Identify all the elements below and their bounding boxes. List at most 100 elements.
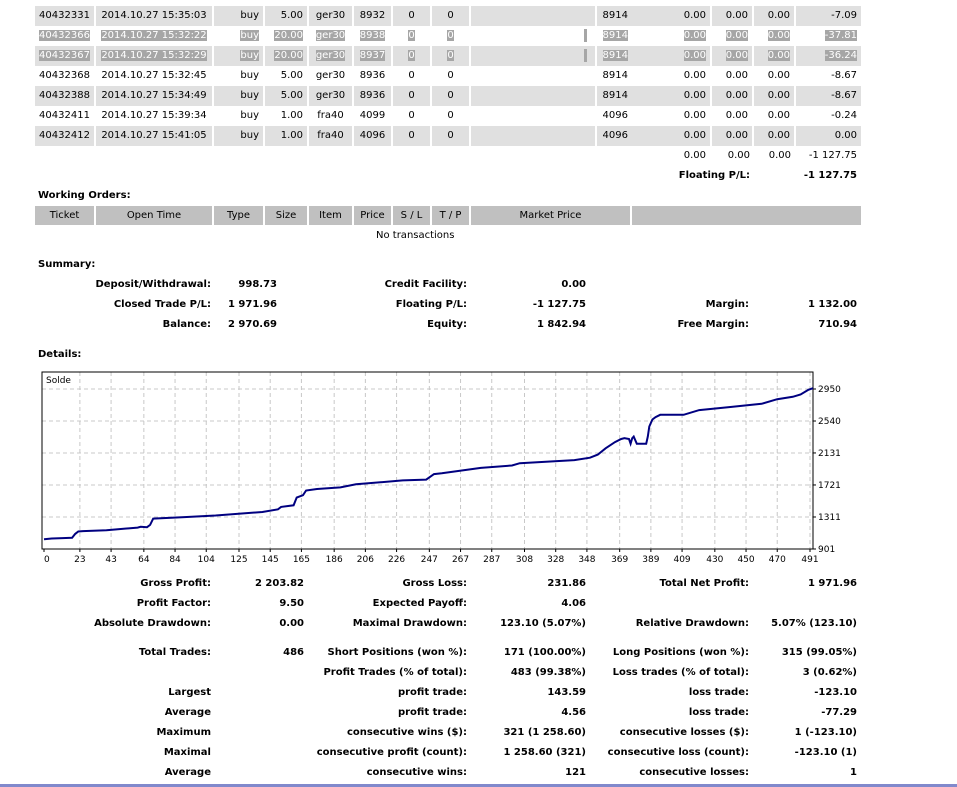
- price-cell: 4096: [354, 126, 391, 146]
- column-header-market-price: Market Price: [471, 206, 630, 225]
- sl-cell: 0: [393, 6, 430, 26]
- tp-text: 0: [447, 90, 454, 101]
- sl-cell: 0: [393, 66, 430, 86]
- commission-cell: 0.00: [632, 26, 710, 46]
- stat-value-4-2: 171 (100.00%): [503, 647, 586, 658]
- x-tick-label: 104: [198, 555, 215, 565]
- stat-label-5-2: Profit Trades (% of total):: [323, 667, 467, 678]
- item-text: ger30: [315, 90, 346, 101]
- profit-cell: -8.67: [796, 86, 861, 106]
- summary-title: Summary:: [38, 259, 96, 270]
- price-text: 8937: [359, 50, 386, 61]
- y-tick-label: 2950: [818, 385, 841, 395]
- stat-label-10-2: consecutive wins:: [366, 767, 467, 778]
- market-price-cell: 8914: [597, 46, 632, 66]
- taxes-cell: 0.00: [712, 26, 752, 46]
- ticket-text: 40432412: [39, 130, 90, 141]
- sl-text: 0: [408, 70, 415, 81]
- stat-value-3-1: 0.00: [279, 618, 304, 629]
- table-row[interactable]: 40432412 2014.10.27 15:41:05 buy 1.00 fra40 4…: [0, 126, 957, 146]
- spacer-cell: [471, 106, 595, 126]
- ticket-cell: 40432388: [35, 86, 94, 106]
- stat-label-2-2: Expected Payoff:: [372, 598, 467, 609]
- table-row[interactable]: 40432411 2014.10.27 15:39:34 buy 1.00 fra40 4…: [0, 106, 957, 126]
- open-time-text: 2014.10.27 15:32:45: [101, 70, 207, 81]
- sl-text: 0: [408, 90, 415, 101]
- open-time-cell: 2014.10.27 15:41:05: [96, 126, 212, 146]
- size-cell: 5.00: [265, 66, 307, 86]
- balance-chart: Solde 0 23 43 64 84 104 125 145 165 186 206 226 247 2…: [41, 371, 841, 565]
- stat-value-5-3: 3 (0.62%): [802, 667, 857, 678]
- credit-value: 0.00: [561, 279, 586, 290]
- taxes-cell: 0.00: [712, 66, 752, 86]
- table-row[interactable]: 40432366 2014.10.27 15:32:22 buy 20.00 ger30…: [0, 26, 957, 46]
- x-tick-label: 430: [706, 555, 723, 565]
- type-text: buy: [240, 130, 259, 141]
- tp-cell: 0: [432, 86, 469, 106]
- taxes-cell: 0.00: [712, 6, 752, 26]
- table-row[interactable]: 40432388 2014.10.27 15:34:49 buy 5.00 ger30 8…: [0, 86, 957, 106]
- price-cell: 8938: [354, 26, 391, 46]
- x-tick-label: 23: [74, 555, 85, 565]
- tp-cell: 0: [432, 26, 469, 46]
- table-row[interactable]: 40432331 2014.10.27 15:35:03 buy 5.00 ger30 8…: [0, 6, 957, 26]
- ticket-text: 40432331: [39, 10, 90, 21]
- stat-label-5-3: Loss trades (% of total):: [612, 667, 749, 678]
- market-price-cell: 8914: [597, 6, 632, 26]
- x-tick-label: 450: [737, 555, 754, 565]
- profit-text: -37.81: [824, 30, 857, 41]
- item-cell: ger30: [309, 86, 352, 106]
- stat-label-7-3: loss trade:: [688, 707, 749, 718]
- stat-label-6-1: Largest: [168, 687, 211, 698]
- stat-value-7-3: -77.29: [821, 707, 857, 718]
- price-cell: 8936: [354, 86, 391, 106]
- y-tick-label: 2540: [818, 417, 841, 427]
- spacer-cell: [471, 26, 595, 46]
- stat-label-4-2: Short Positions (won %):: [327, 647, 467, 658]
- stat-label-6-2: profit trade:: [397, 687, 467, 698]
- stat-label-8-2: consecutive wins ($):: [346, 727, 467, 738]
- market-price-text: 8914: [602, 30, 628, 41]
- stat-value-6-3: -123.10: [814, 687, 857, 698]
- x-tick-label: 389: [642, 555, 659, 565]
- commission-text: 0.00: [683, 130, 706, 141]
- chart-title: Solde: [46, 376, 71, 386]
- sl-cell: 0: [393, 26, 430, 46]
- table-row[interactable]: 40432368 2014.10.27 15:32:45 buy 5.00 ger30 8…: [0, 66, 957, 86]
- sl-text: 0: [408, 110, 415, 121]
- open-time-text: 2014.10.27 15:41:05: [101, 130, 207, 141]
- stat-value-8-3: 1 (-123.10): [794, 727, 857, 738]
- stat-label-2-1: Profit Factor:: [136, 598, 211, 609]
- size-text: 20.00: [274, 30, 303, 41]
- type-text: buy: [240, 70, 259, 81]
- x-tick-label: 470: [769, 555, 786, 565]
- profit-text: 0.00: [834, 130, 857, 141]
- column-header-open-time: Open Time: [96, 206, 212, 225]
- total-taxes: 0.00: [727, 150, 750, 161]
- tp-text: 0: [447, 10, 454, 21]
- taxes-text: 0.00: [725, 90, 748, 101]
- sl-cell: 0: [393, 86, 430, 106]
- no-transactions-text: No transactions: [376, 230, 455, 241]
- taxes-text: 0.00: [725, 30, 748, 41]
- price-cell: 8937: [354, 46, 391, 66]
- sl-cell: 0: [393, 46, 430, 66]
- type-text: buy: [240, 10, 259, 21]
- stat-value-7-2: 4.56: [561, 707, 586, 718]
- item-cell: ger30: [309, 46, 352, 66]
- balance-value: 2 970.69: [227, 319, 277, 330]
- swap-text: 0.00: [767, 90, 790, 101]
- stat-value-10-3: 1: [850, 767, 857, 778]
- ticket-text: 40432366: [39, 30, 90, 41]
- table-row[interactable]: 40432367 2014.10.27 15:32:29 buy 20.00 ger30…: [0, 46, 957, 66]
- type-text: buy: [240, 50, 259, 61]
- size-cell: 5.00: [265, 86, 307, 106]
- stat-label-8-3: consecutive losses ($):: [619, 727, 749, 738]
- stat-value-3-2: 123.10 (5.07%): [500, 618, 586, 629]
- item-text: fra40: [317, 110, 344, 121]
- swap-cell: 0.00: [754, 86, 794, 106]
- price-cell: 4099: [354, 106, 391, 126]
- tp-text: 0: [447, 70, 454, 81]
- price-text: 8936: [359, 90, 386, 101]
